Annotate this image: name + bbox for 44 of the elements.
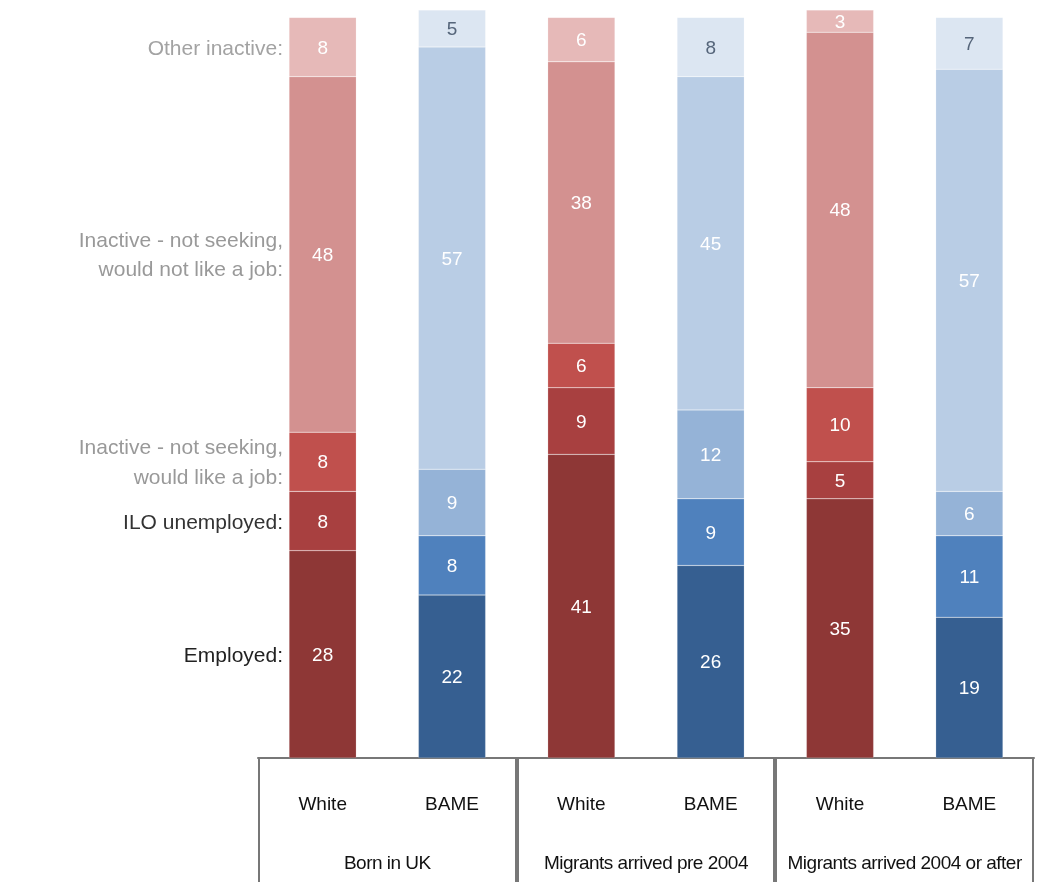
data-label: 5 — [834, 469, 846, 491]
data-label: 38 — [570, 192, 592, 214]
data-label: 28 — [312, 643, 334, 665]
data-label: 8 — [705, 36, 716, 58]
data-label: 8 — [446, 554, 458, 576]
data-label: 8 — [317, 510, 328, 532]
data-label: 11 — [959, 566, 980, 588]
data-label: 45 — [700, 232, 722, 254]
data-label: 8 — [317, 451, 328, 473]
data-label: 5 — [446, 18, 458, 40]
data-label: 26 — [700, 651, 722, 673]
x-tick-label: BAME — [683, 793, 738, 814]
series-label: Inactive - not seeking, would not like a job: — [77, 226, 284, 283]
data-label: 9 — [705, 521, 716, 543]
x-tick-label: White — [815, 793, 865, 814]
x-tick-label: BAME — [942, 793, 997, 814]
series-label: Other inactive: — [146, 34, 284, 61]
data-label: 8 — [317, 36, 328, 58]
data-label: 3 — [834, 10, 846, 32]
data-label: 7 — [964, 32, 975, 54]
text: Migrants arrived 2004 or after — [787, 852, 1022, 873]
x-tick-label: BAME — [425, 793, 479, 814]
series-label: Employed: — [182, 641, 284, 668]
data-label: 35 — [829, 617, 851, 639]
x-tick-label: White — [298, 793, 347, 814]
data-label: 57 — [441, 247, 463, 269]
series-label: ILO unemployed: — [122, 508, 284, 535]
data-label: 48 — [312, 243, 334, 265]
data-label: 22 — [441, 666, 463, 688]
data-label: 19 — [958, 677, 980, 699]
series-label: Inactive - not seeking, would like a job: — [77, 434, 284, 490]
data-label: 57 — [958, 269, 980, 291]
data-label: 6 — [964, 503, 975, 525]
data-label: 6 — [576, 29, 587, 51]
data-label: 10 — [829, 414, 851, 436]
text: Migrants arrived pre 2004 — [543, 852, 748, 873]
data-label: 12 — [700, 443, 722, 465]
data-label: 48 — [829, 199, 851, 221]
data-label: 41 — [570, 595, 592, 617]
x-tick-label: White — [557, 793, 606, 814]
text: Born in UK — [343, 852, 431, 873]
data-label: 9 — [576, 410, 587, 432]
data-label: 9 — [446, 491, 458, 513]
data-label: 6 — [576, 354, 587, 376]
